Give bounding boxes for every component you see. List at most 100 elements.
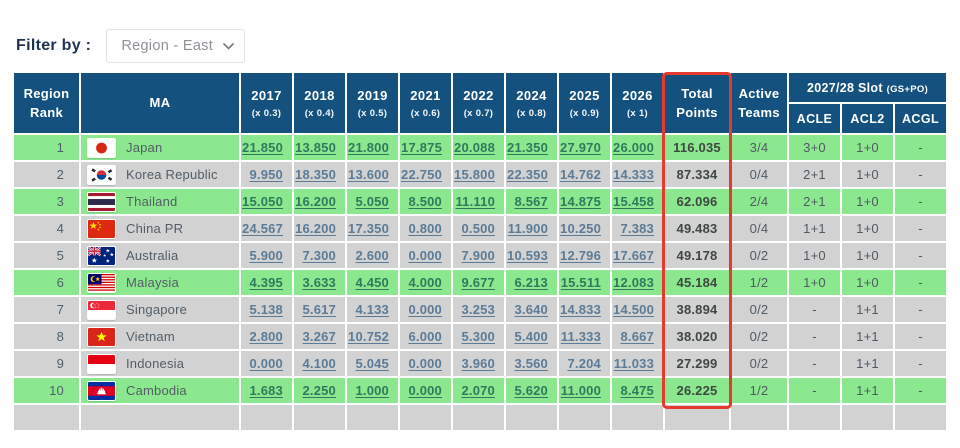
points-link[interactable]: 27.970 [560,140,601,155]
points-link[interactable]: 5.138 [249,302,283,317]
active-teams-cell: 0/2 [731,297,787,322]
points-link[interactable]: 0.000 [408,248,442,263]
points-link[interactable]: 18.350 [295,167,336,182]
points-link[interactable]: 14.875 [560,194,601,209]
points-link[interactable]: 0.000 [408,356,442,371]
points-link[interactable]: 12.796 [560,248,601,263]
points-2025-cell: 15.511 [559,270,610,295]
points-2019-cell: 21.800 [347,135,398,160]
points-link[interactable]: 5.300 [461,329,495,344]
points-link[interactable]: 2.250 [302,383,336,398]
points-link[interactable]: 5.050 [355,194,389,209]
points-link[interactable]: 17.667 [613,248,654,263]
points-link[interactable]: 15.050 [242,194,283,209]
points-link[interactable]: 22.750 [401,167,442,182]
points-link[interactable]: 3.267 [302,329,336,344]
points-link[interactable]: 6.000 [408,329,442,344]
points-link[interactable]: 14.762 [560,167,601,182]
points-link[interactable]: 1.683 [249,383,283,398]
points-2024-cell: 8.567 [506,189,557,214]
points-link[interactable]: 4.133 [355,302,389,317]
points-link[interactable]: 7.383 [620,221,654,236]
points-link[interactable]: 15.511 [560,275,601,290]
points-link[interactable]: 22.350 [507,167,548,182]
points-link[interactable]: 0.500 [461,221,495,236]
points-2017-cell: 0.000 [241,351,292,376]
points-link[interactable]: 12.083 [613,275,654,290]
points-link[interactable]: 2.800 [249,329,283,344]
points-link[interactable]: 1.000 [355,383,389,398]
points-link[interactable]: 9.950 [249,167,283,182]
acgl-slot-cell: - [895,189,946,214]
points-2017-cell: 1.683 [241,378,292,403]
points-link[interactable]: 5.400 [514,329,548,344]
points-link[interactable]: 16.200 [295,221,336,236]
points-link[interactable]: 11.333 [560,329,601,344]
country-name: Japan [126,140,163,155]
points-link[interactable]: 20.088 [454,140,495,155]
points-link[interactable]: 5.620 [514,383,548,398]
region-rank-cell: 6 [14,270,79,295]
points-link[interactable]: 0.000 [408,302,442,317]
points-link[interactable]: 3.960 [461,356,495,371]
points-link[interactable]: 13.600 [348,167,389,182]
points-link[interactable]: 2.600 [355,248,389,263]
header-total-points: Total Points [665,73,729,133]
points-link[interactable]: 11.900 [507,221,548,236]
points-link[interactable]: 4.000 [408,275,442,290]
points-link[interactable]: 8.475 [620,383,654,398]
points-link[interactable]: 11.110 [455,194,495,209]
points-link[interactable]: 6.213 [514,275,548,290]
points-link[interactable]: 17.350 [348,221,389,236]
points-link[interactable]: 5.900 [249,248,283,263]
acl2-slot-cell: 1+0 [842,243,893,268]
points-link[interactable]: 15.800 [454,167,495,182]
acle-slot-cell: 1+0 [789,243,840,268]
points-link[interactable]: 2.070 [461,383,495,398]
points-2018-cell: 3.267 [294,324,345,349]
points-link[interactable]: 3.640 [514,302,548,317]
points-link[interactable]: 17.875 [401,140,442,155]
points-link[interactable]: 14.333 [613,167,654,182]
region-filter-select[interactable]: Region - East [106,29,246,63]
points-link[interactable]: 10.250 [560,221,601,236]
points-2022-cell: 15.800 [453,162,504,187]
points-link[interactable]: 24.567 [242,221,283,236]
points-2017-cell: 5.900 [241,243,292,268]
points-link[interactable]: 9.677 [461,275,495,290]
points-link[interactable]: 14.500 [613,302,654,317]
points-link[interactable]: 3.253 [461,302,495,317]
points-link[interactable]: 8.667 [620,329,654,344]
active-teams-cell: 1/2 [731,270,787,295]
points-link[interactable]: 4.100 [302,356,336,371]
points-link[interactable]: 3.560 [514,356,548,371]
points-link[interactable]: 11.000 [560,383,601,398]
points-link[interactable]: 16.200 [295,194,336,209]
points-link[interactable]: 0.800 [408,221,442,236]
acl2-slot-cell [842,405,893,430]
points-link[interactable]: 21.850 [242,140,283,155]
points-2022-cell: 3.960 [453,351,504,376]
points-link[interactable]: 8.500 [408,194,442,209]
points-link[interactable]: 15.458 [613,194,654,209]
points-link[interactable]: 7.300 [302,248,336,263]
points-link[interactable]: 7.204 [567,356,601,371]
points-link[interactable]: 0.000 [408,383,442,398]
points-link[interactable]: 13.850 [295,140,336,155]
acle-slot-cell: - [789,324,840,349]
points-link[interactable]: 3.633 [302,275,336,290]
points-link[interactable]: 5.617 [302,302,336,317]
points-link[interactable]: 21.800 [348,140,389,155]
points-link[interactable]: 10.593 [507,248,548,263]
points-link[interactable]: 8.567 [514,194,548,209]
points-link[interactable]: 26.000 [613,140,654,155]
points-link[interactable]: 4.450 [355,275,389,290]
points-link[interactable]: 10.752 [348,329,389,344]
points-link[interactable]: 5.045 [355,356,389,371]
points-link[interactable]: 14.833 [560,302,601,317]
points-link[interactable]: 7.900 [461,248,495,263]
points-link[interactable]: 4.395 [249,275,283,290]
points-link[interactable]: 21.350 [507,140,548,155]
points-link[interactable]: 11.033 [613,356,654,371]
points-link[interactable]: 0.000 [249,356,283,371]
